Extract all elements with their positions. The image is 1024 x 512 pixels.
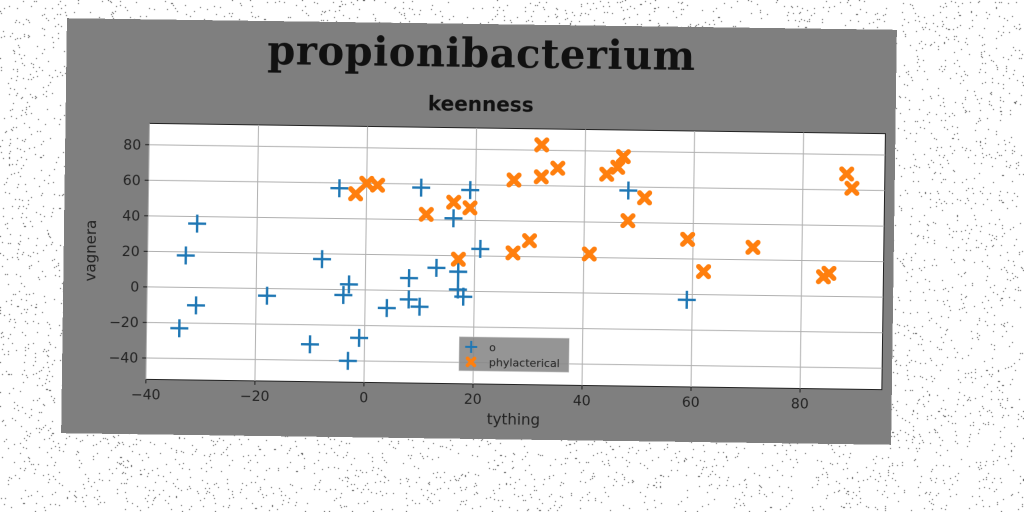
plus-marker <box>258 286 277 305</box>
plus-marker <box>313 250 332 269</box>
series-o <box>170 178 696 370</box>
y-tick-label: 40 <box>122 208 140 224</box>
y-grid-line <box>148 215 885 227</box>
x-axis-label: tything <box>487 410 541 429</box>
plus-marker <box>427 258 446 277</box>
plus-marker <box>461 181 480 200</box>
plus-marker <box>350 328 369 347</box>
y-grid-line <box>146 321 883 334</box>
plus-marker <box>400 269 419 288</box>
x-marker <box>446 194 462 210</box>
x-marker <box>599 166 615 182</box>
x-tick-label: −40 <box>131 387 161 403</box>
legend-label: o <box>489 341 496 354</box>
x-marker <box>521 233 538 249</box>
plus-marker <box>449 262 468 281</box>
x-marker <box>506 172 522 188</box>
chart-figure: propionibacterium keenness −40 −20 0 20 40 60… <box>61 18 897 445</box>
plus-marker <box>619 181 638 200</box>
x-marker <box>620 213 636 229</box>
y-grid-line <box>147 286 884 298</box>
y-grid-line <box>149 144 886 156</box>
x-marker <box>610 159 626 175</box>
x-marker <box>581 246 597 262</box>
y-tick-label: 80 <box>123 137 141 153</box>
plus-marker <box>677 290 696 309</box>
plus-marker <box>338 351 357 370</box>
y-tick-label: 60 <box>123 173 141 189</box>
plus-marker <box>410 297 429 316</box>
plus-marker <box>334 285 353 305</box>
plus-marker <box>454 287 473 306</box>
legend-entry: o <box>465 340 496 354</box>
x-marker <box>418 206 434 222</box>
plus-marker <box>170 319 189 338</box>
plus-marker <box>339 275 358 294</box>
plus-marker <box>176 246 195 265</box>
x-marker <box>348 186 364 202</box>
x-tick-label: −20 <box>240 389 270 405</box>
x-marker <box>450 251 466 267</box>
x-marker <box>839 166 855 182</box>
plus-marker <box>444 209 463 228</box>
series-phylacterical <box>348 137 860 285</box>
x-tick-label: 20 <box>464 392 482 408</box>
x-tick-label: 80 <box>791 396 809 412</box>
x-marker <box>533 169 549 185</box>
legend: o phylacterical <box>458 336 570 373</box>
x-marker <box>745 239 761 255</box>
x-marker <box>695 264 712 280</box>
plus-marker <box>330 179 349 198</box>
y-axis-label: vagnera <box>81 220 100 282</box>
data-points <box>170 137 860 370</box>
plus-marker <box>188 214 207 233</box>
x-marker <box>550 160 566 176</box>
x-marker <box>462 200 478 216</box>
legend-box <box>458 336 570 373</box>
x-marker <box>359 175 375 191</box>
x-tick-labels: −40 −20 0 20 40 60 80 <box>131 379 809 413</box>
plus-marker <box>465 340 478 353</box>
y-tick-label: 20 <box>122 244 140 260</box>
plus-marker <box>186 296 206 315</box>
x-marker <box>465 356 477 368</box>
x-marker <box>370 177 386 193</box>
x-marker <box>615 149 631 165</box>
x-tick-label: 60 <box>682 395 700 411</box>
x-marker <box>844 180 860 196</box>
x-marker <box>680 231 696 247</box>
x-marker <box>637 190 653 206</box>
plus-marker <box>412 178 431 197</box>
legend-entry: phylacterical <box>465 356 560 370</box>
x-marker <box>534 137 550 153</box>
y-tick-label: 0 <box>130 280 139 296</box>
plus-marker <box>300 335 319 354</box>
x-marker <box>815 269 831 285</box>
x-tick-label: 0 <box>359 390 368 406</box>
y-tick-label: −20 <box>109 315 139 331</box>
plus-marker <box>377 299 396 318</box>
plus-marker <box>471 239 490 258</box>
x-marker <box>505 245 521 261</box>
x-tick-label: 40 <box>573 393 591 409</box>
y-tick-labels: −40 −20 0 20 40 60 80 <box>109 137 150 367</box>
y-tick-label: −40 <box>109 351 139 367</box>
plus-marker <box>399 290 418 309</box>
legend-label: phylacterical <box>489 356 560 370</box>
